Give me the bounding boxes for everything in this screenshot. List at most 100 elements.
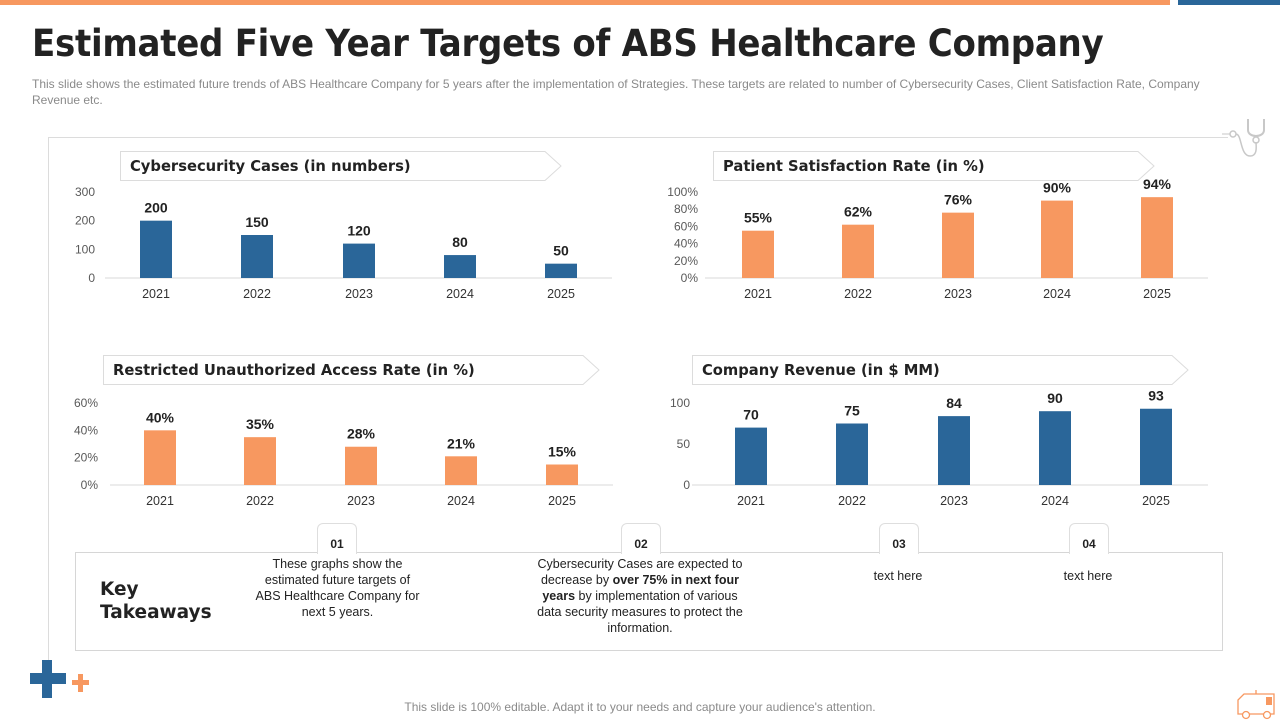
- y-tick-label: 0: [683, 478, 690, 492]
- takeaway-text-01: These graphs show the estimated future t…: [255, 557, 420, 619]
- bar-2021: [735, 427, 767, 485]
- takeaway-text-02-highlight: over 75% in next four years: [542, 573, 739, 603]
- bar-2023: [942, 212, 974, 278]
- stethoscope-icon: [1222, 119, 1265, 157]
- chart-header-cybersecurity: Cybersecurity Cases (in numbers): [120, 151, 562, 181]
- y-tick-label: 60%: [74, 396, 98, 410]
- y-tick-label: 0%: [81, 478, 99, 492]
- x-tick-label: 2024: [1043, 287, 1071, 301]
- data-label: 90: [1047, 390, 1063, 406]
- key-takeaways-title: Key Takeaways: [100, 578, 212, 624]
- bar-2022: [836, 423, 868, 485]
- x-tick-label: 2021: [744, 287, 772, 301]
- data-label: 150: [245, 214, 269, 230]
- takeaway-tab-02: 02: [621, 523, 661, 554]
- top-accent-bar-orange: [0, 0, 1170, 5]
- bar-2022: [842, 224, 874, 278]
- bar-2024: [445, 456, 477, 485]
- bar-2025: [545, 263, 577, 278]
- y-tick-label: 300: [75, 185, 95, 199]
- x-tick-label: 2022: [246, 494, 274, 508]
- content-frame-left-line: [48, 137, 49, 667]
- chart-header-unauthorized-access: Restricted Unauthorized Access Rate (in …: [103, 355, 600, 385]
- y-tick-label: 0%: [681, 271, 699, 285]
- data-label: 35%: [246, 416, 275, 432]
- bar-2021: [144, 430, 176, 485]
- chevron-banner-shape: [103, 355, 600, 385]
- top-accent-bar-blue: [1178, 0, 1280, 5]
- bar-2025: [546, 464, 578, 485]
- x-tick-label: 2024: [1041, 494, 1069, 508]
- x-tick-label: 2021: [737, 494, 765, 508]
- page-title: Estimated Five Year Targets of ABS Healt…: [32, 22, 1104, 65]
- y-tick-label: 200: [75, 214, 95, 228]
- data-label: 94%: [1143, 176, 1172, 192]
- chart-title: Restricted Unauthorized Access Rate (in …: [113, 361, 475, 379]
- takeaway-tab-01: 01: [317, 523, 357, 554]
- chart-header-company-revenue: Company Revenue (in $ MM): [692, 355, 1189, 385]
- y-tick-label: 20%: [674, 254, 698, 268]
- page-subtitle: This slide shows the estimated future tr…: [32, 77, 1200, 107]
- bar-2022: [244, 437, 276, 485]
- chart-header-patient-satisfaction: Patient Satisfaction Rate (in %): [713, 151, 1155, 181]
- key-takeaways-title-line1: Key: [100, 579, 139, 600]
- y-tick-label: 20%: [74, 451, 98, 465]
- data-label: 28%: [347, 426, 376, 442]
- bar-2024: [1039, 411, 1071, 485]
- bar-2024: [444, 255, 476, 278]
- x-tick-label: 2025: [1142, 494, 1170, 508]
- takeaway-text-02: Cybersecurity Cases are expected to decr…: [535, 556, 745, 636]
- data-label: 84: [946, 395, 962, 411]
- x-tick-label: 2025: [548, 494, 576, 508]
- bar-2022: [241, 235, 273, 278]
- y-tick-label: 40%: [74, 423, 98, 437]
- y-tick-label: 100: [670, 396, 690, 410]
- takeaway-text-02-part1: Cybersecurity Cases are expected to decr…: [537, 557, 743, 587]
- data-label: 90%: [1043, 180, 1072, 196]
- x-tick-label: 2022: [838, 494, 866, 508]
- bar-2025: [1141, 197, 1173, 278]
- x-tick-label: 2025: [547, 287, 575, 301]
- y-tick-label: 100: [75, 242, 95, 256]
- data-label: 200: [144, 200, 168, 216]
- bar-2024: [1041, 200, 1073, 278]
- y-tick-label: 100%: [667, 185, 698, 199]
- y-tick-label: 40%: [674, 237, 698, 251]
- x-tick-label: 2023: [944, 287, 972, 301]
- bar-2023: [343, 243, 375, 278]
- x-tick-label: 2024: [447, 494, 475, 508]
- data-label: 50: [553, 243, 569, 259]
- chevron-banner-shape: [692, 355, 1189, 385]
- x-tick-label: 2021: [146, 494, 174, 508]
- chart-title: Cybersecurity Cases (in numbers): [130, 157, 411, 175]
- bar-2021: [742, 230, 774, 278]
- ambulance-icon: [1237, 690, 1275, 720]
- key-takeaways-title-line2: Takeaways: [100, 602, 212, 623]
- x-tick-label: 2023: [345, 287, 373, 301]
- y-tick-label: 60%: [674, 219, 698, 233]
- y-tick-label: 50: [677, 437, 691, 451]
- footer-note: This slide is 100% editable. Adapt it to…: [404, 700, 876, 714]
- x-tick-label: 2021: [142, 287, 170, 301]
- data-label: 93: [1148, 388, 1164, 404]
- takeaway-tab-03: 03: [879, 523, 919, 554]
- x-tick-label: 2024: [446, 287, 474, 301]
- y-tick-label: 0: [88, 271, 95, 285]
- bar-2025: [1140, 408, 1172, 485]
- data-label: 75: [844, 403, 860, 419]
- x-tick-label: 2022: [844, 287, 872, 301]
- x-tick-label: 2023: [940, 494, 968, 508]
- data-label: 40%: [146, 409, 175, 425]
- data-label: 80: [452, 234, 468, 250]
- x-tick-label: 2023: [347, 494, 375, 508]
- chevron-banner-shape: [713, 151, 1155, 181]
- chart-title: Company Revenue (in $ MM): [702, 361, 940, 379]
- chevron-banner-shape: [120, 151, 562, 181]
- medical-cross-icon: [30, 660, 89, 698]
- bar-2021: [140, 220, 172, 278]
- data-label: 120: [347, 223, 371, 239]
- bar-2023: [345, 446, 377, 485]
- chart-title: Patient Satisfaction Rate (in %): [723, 157, 985, 175]
- takeaway-tab-04: 04: [1069, 523, 1109, 554]
- data-label: 55%: [744, 210, 773, 226]
